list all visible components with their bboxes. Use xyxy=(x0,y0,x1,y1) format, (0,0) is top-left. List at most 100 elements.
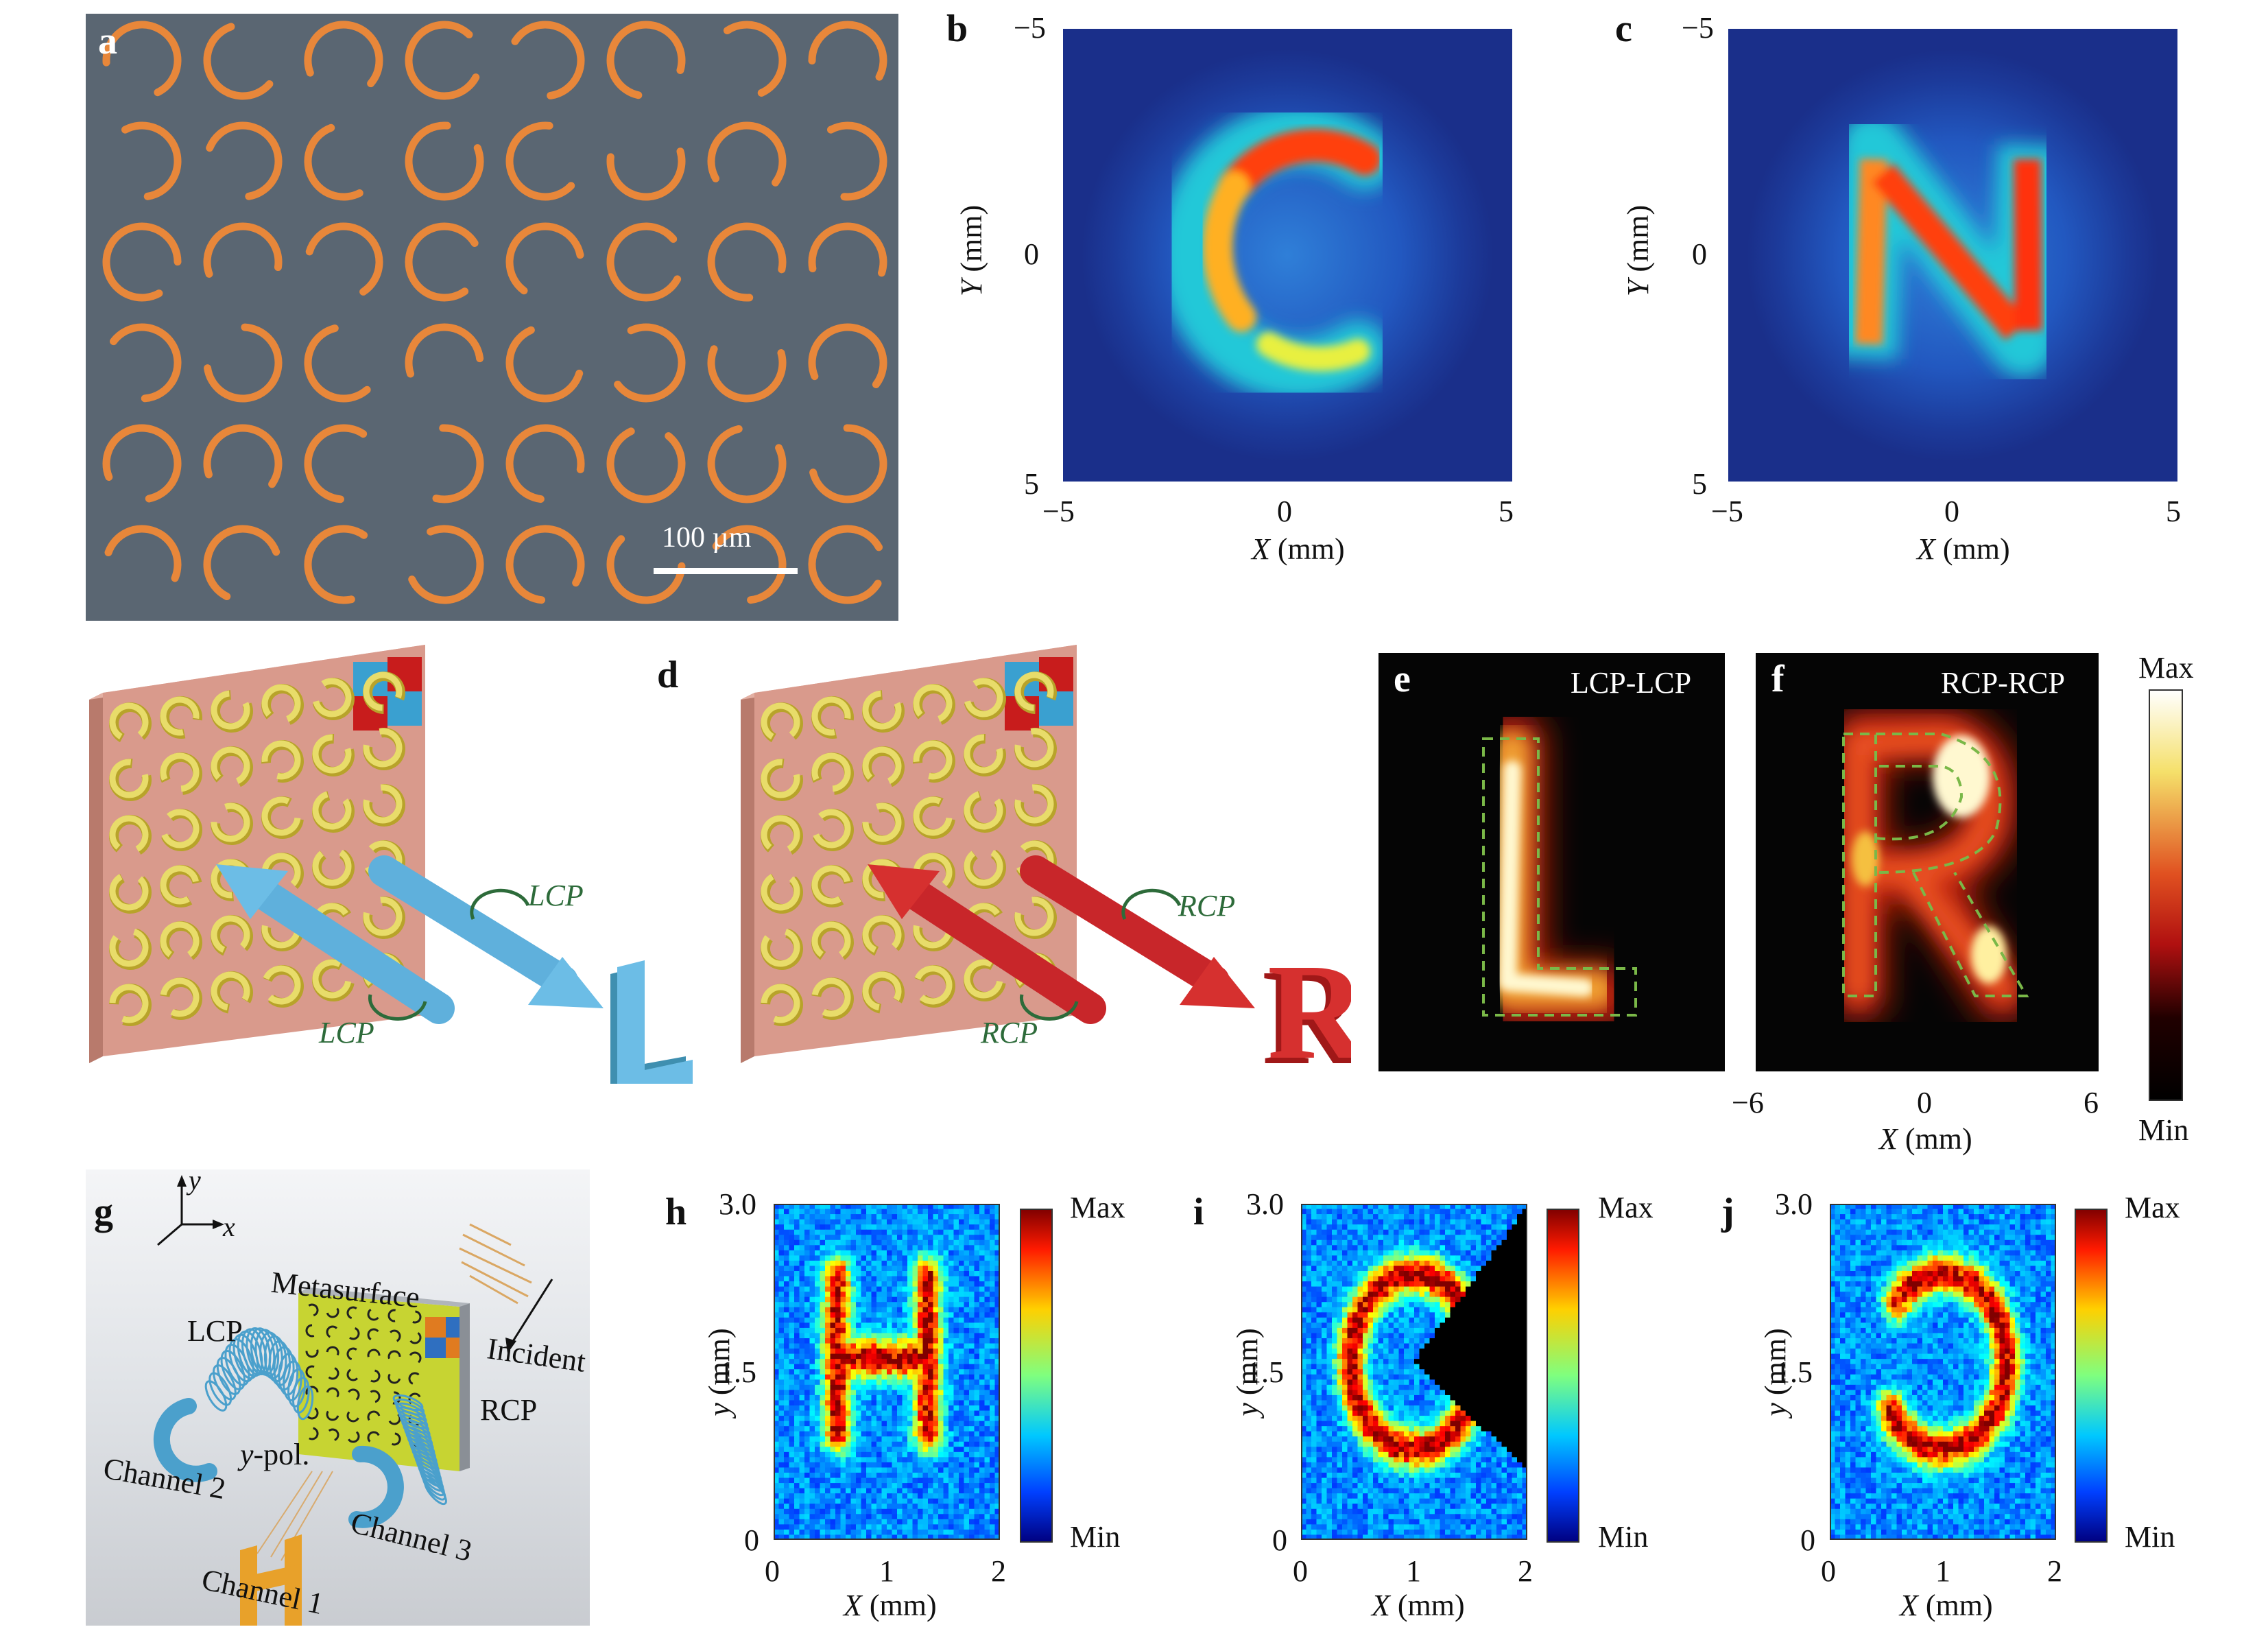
split-ring xyxy=(505,326,584,403)
split-ring xyxy=(102,222,182,302)
i-ylabel: y (mm) xyxy=(1230,1328,1265,1416)
heatmap-b xyxy=(1063,29,1512,482)
j-ytick-mid: 1.5 xyxy=(1775,1355,1813,1389)
split-ring xyxy=(808,525,883,604)
h-xtick-2: 2 xyxy=(991,1554,1006,1588)
hotmap-e xyxy=(1378,653,1725,1071)
split-ring xyxy=(707,345,787,403)
split-ring xyxy=(723,21,787,97)
g-ypol-label: y-pol. xyxy=(240,1438,310,1471)
split-ring xyxy=(304,424,368,503)
split-ring xyxy=(505,222,584,295)
split-ring xyxy=(405,323,484,378)
split-ring xyxy=(203,23,274,100)
h-xtick-1: 1 xyxy=(879,1554,894,1588)
g-lcp-label: LCP xyxy=(187,1314,243,1348)
c-xtick-left: −5 xyxy=(1711,495,1743,528)
c-xtick-mid: 0 xyxy=(1944,495,1959,528)
i-xtick-1: 1 xyxy=(1406,1554,1421,1588)
g-axis-y: y xyxy=(189,1169,201,1196)
panel-label-g: g xyxy=(94,1191,113,1233)
split-ring xyxy=(203,525,280,601)
panel-a: a 100 µm xyxy=(86,14,898,621)
h-xlabel: X (mm) xyxy=(844,1589,937,1622)
h-colorbar xyxy=(1020,1209,1053,1543)
h-ylabel: y (mm) xyxy=(702,1328,737,1416)
split-ring xyxy=(432,424,484,503)
split-ring xyxy=(511,21,585,99)
d-left-label-out: LCP xyxy=(528,879,584,912)
split-ring xyxy=(304,21,383,88)
heatmap-h xyxy=(774,1204,1000,1540)
j-ytick-bot: 0 xyxy=(1800,1523,1815,1557)
i-colorbar-min: Min xyxy=(1598,1520,1649,1554)
j-colorbar-min: Min xyxy=(2125,1520,2175,1554)
split-ring xyxy=(606,427,686,503)
svg-text:R: R xyxy=(1262,942,1351,1084)
split-ring xyxy=(826,121,887,201)
split-ring xyxy=(305,222,383,296)
i-ytick-bot: 0 xyxy=(1272,1523,1287,1557)
panel-label-c: c xyxy=(1615,8,1632,50)
f-colorbar-min: Min xyxy=(2138,1113,2189,1147)
b-ylabel: Y (mm) xyxy=(955,204,989,297)
i-ytick-mid: 1.5 xyxy=(1246,1355,1284,1389)
f-xlabel: X (mm) xyxy=(1879,1122,1972,1156)
split-ring xyxy=(102,21,182,97)
c-ylabel: Y (mm) xyxy=(1621,204,1656,297)
split-ring xyxy=(304,324,371,403)
split-ring xyxy=(304,525,368,604)
j-xtick-0: 0 xyxy=(1821,1554,1836,1588)
split-ring xyxy=(405,121,484,201)
split-ring xyxy=(206,121,283,200)
heatmap-c xyxy=(1728,29,2177,482)
split-ring xyxy=(808,222,887,277)
i-xtick-0: 0 xyxy=(1293,1554,1308,1588)
hotmap-f xyxy=(1756,653,2099,1071)
f-xtick-left: −6 xyxy=(1732,1086,1764,1119)
split-ring xyxy=(606,147,686,201)
g-axis-x: x xyxy=(223,1211,235,1242)
split-ring xyxy=(707,425,787,503)
f-xtick-right: 6 xyxy=(2084,1086,2099,1119)
split-ring xyxy=(809,424,887,503)
panel-label-a: a xyxy=(98,20,117,62)
split-ring xyxy=(808,323,887,388)
d-right-label-out: RCP xyxy=(1178,889,1236,923)
svg-text:R: R xyxy=(1267,936,1351,1084)
b-ytick-bot: 5 xyxy=(1024,467,1039,501)
heatmap-j xyxy=(1830,1204,2056,1540)
split-ring xyxy=(203,424,283,488)
j-colorbar xyxy=(2075,1209,2108,1543)
c-xlabel: X (mm) xyxy=(1917,532,2010,566)
d-right-label-in: RCP xyxy=(981,1016,1038,1049)
split-ring xyxy=(606,535,686,604)
h-ytick-bot: 0 xyxy=(744,1523,759,1557)
panel-label-h: h xyxy=(665,1191,687,1233)
e-title: LCP-LCP xyxy=(1571,666,1692,700)
split-ring xyxy=(707,121,787,187)
split-ring xyxy=(204,323,283,403)
b-ytick-top: −5 xyxy=(1014,11,1046,45)
d-left-label-in: LCP xyxy=(319,1016,374,1049)
h-colorbar-min: Min xyxy=(1070,1520,1121,1554)
split-ring xyxy=(606,222,682,302)
j-ylabel: y (mm) xyxy=(1758,1328,1793,1416)
c-ytick-mid: 0 xyxy=(1692,237,1707,271)
panel-label-j: j xyxy=(1721,1191,1734,1233)
b-xtick-left: −5 xyxy=(1042,495,1075,528)
b-xlabel: X (mm) xyxy=(1252,532,1345,566)
j-colorbar-max: Max xyxy=(2125,1191,2180,1224)
i-colorbar-max: Max xyxy=(1598,1191,1654,1224)
split-ring xyxy=(104,525,182,582)
split-ring xyxy=(505,525,585,604)
c-xtick-right: 5 xyxy=(2166,495,2181,528)
i-ytick-top: 3.0 xyxy=(1246,1187,1284,1221)
micrograph xyxy=(86,14,898,621)
j-xtick-1: 1 xyxy=(1935,1554,1950,1588)
split-ring xyxy=(304,123,363,201)
illustration-d-left xyxy=(89,645,693,1084)
j-xtick-2: 2 xyxy=(2047,1554,2062,1588)
heatmap-i xyxy=(1301,1204,1527,1540)
panel-label-i: i xyxy=(1193,1191,1204,1233)
